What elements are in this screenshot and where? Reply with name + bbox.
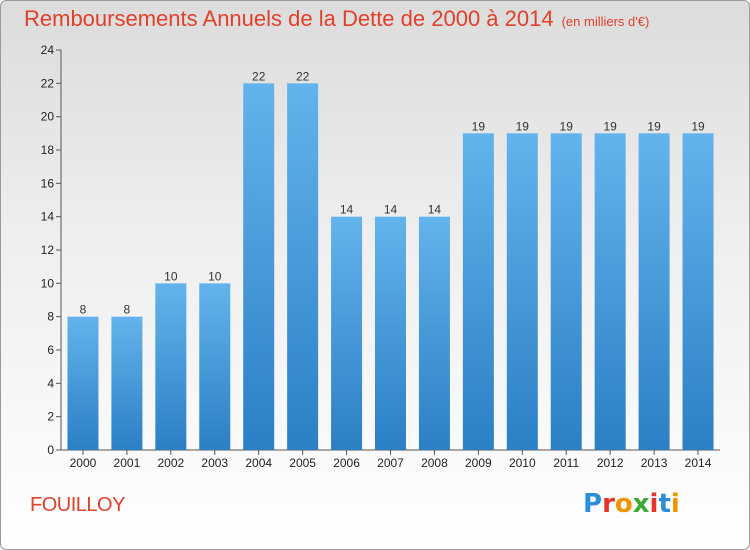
x-tick-label: 2012 [597, 456, 624, 470]
data-label: 19 [691, 119, 705, 133]
bar [243, 83, 275, 450]
x-tick-label: 2003 [201, 456, 228, 470]
bar [506, 133, 538, 451]
x-tick-label: 2011 [553, 456, 579, 470]
proxiti-logo: Proxiti [583, 489, 680, 519]
y-tick-label: 16 [41, 176, 55, 190]
y-tick-label: 22 [41, 76, 55, 90]
bar [67, 316, 99, 450]
y-tick-label: 8 [47, 310, 54, 324]
x-tick-label: 2007 [377, 456, 404, 470]
data-label: 8 [124, 303, 131, 317]
bar [375, 216, 406, 450]
x-tick-label: 2010 [509, 456, 536, 470]
bar [682, 133, 714, 451]
data-label: 10 [208, 269, 222, 283]
x-tick-label: 2009 [465, 456, 492, 470]
data-label: 10 [164, 269, 178, 283]
x-tick-label: 2004 [245, 456, 272, 470]
y-tick-label: 20 [41, 110, 55, 124]
bar [287, 83, 319, 450]
bar [550, 133, 582, 451]
bar [111, 316, 143, 450]
x-tick-label: 2008 [421, 456, 448, 470]
data-label: 19 [516, 119, 530, 133]
logo-letter: i [649, 489, 659, 519]
chart-title-unit: (en milliers d'€) [561, 14, 650, 29]
logo-letter: P [583, 489, 603, 519]
chart-title-main: Remboursements Annuels de la Dette de 20… [24, 6, 554, 31]
y-tick-label: 10 [41, 276, 55, 290]
x-tick-label: 2000 [70, 456, 97, 470]
logo-letter: i [670, 489, 680, 519]
logo-letter: t [658, 489, 671, 519]
data-label: 22 [296, 69, 310, 83]
data-label: 19 [560, 119, 574, 133]
y-tick-label: 18 [41, 143, 55, 157]
logo-letter: r [602, 489, 615, 519]
y-tick-label: 14 [41, 210, 55, 224]
x-tick-label: 2002 [157, 456, 184, 470]
commune-name: FOUILLOY [30, 494, 125, 516]
data-label: 22 [252, 69, 266, 83]
bar [462, 133, 494, 451]
bar [638, 133, 670, 451]
bar [331, 216, 363, 450]
y-tick-label: 2 [47, 410, 54, 424]
y-tick-label: 6 [47, 343, 54, 357]
data-label: 14 [340, 203, 354, 217]
logo-letter: x [632, 489, 650, 519]
bar [418, 216, 450, 450]
y-tick-label: 12 [41, 243, 55, 257]
data-label: 19 [472, 119, 486, 133]
y-tick-label: 24 [41, 43, 55, 57]
x-tick-label: 2005 [289, 456, 316, 470]
data-label: 14 [384, 203, 398, 217]
x-tick-label: 2013 [641, 456, 668, 470]
data-label: 19 [647, 119, 661, 133]
chart-title: Remboursements Annuels de la Dette de 20… [24, 6, 649, 32]
bar [199, 283, 231, 450]
x-tick-label: 2001 [114, 456, 141, 470]
data-label: 14 [428, 203, 442, 217]
bar [594, 133, 626, 451]
logo-letter: o [614, 489, 633, 519]
y-tick-label: 0 [47, 443, 54, 457]
x-tick-label: 2014 [685, 456, 712, 470]
x-tick-label: 2006 [333, 456, 360, 470]
data-label: 8 [80, 303, 87, 317]
bar [155, 283, 187, 450]
y-tick-label: 4 [47, 376, 54, 390]
data-label: 19 [603, 119, 617, 133]
